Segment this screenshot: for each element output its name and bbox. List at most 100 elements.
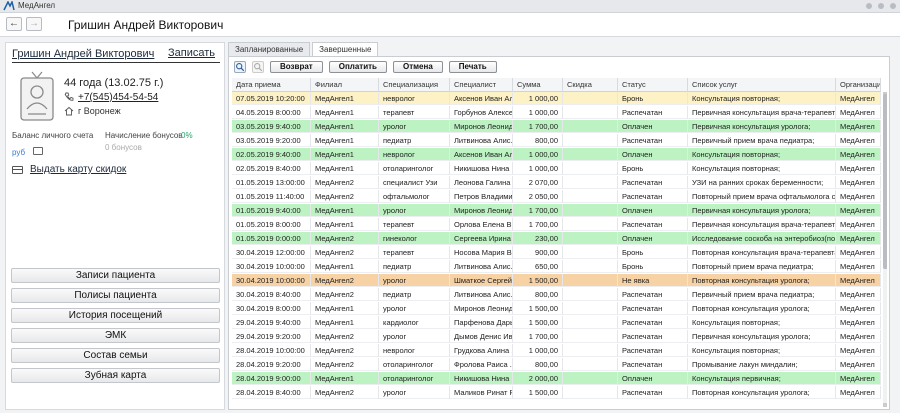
search-button[interactable] — [234, 61, 246, 73]
table-cell-sum: 1 700,00 — [513, 120, 563, 133]
record-button[interactable]: Записать — [168, 47, 216, 59]
table-row[interactable]: 30.04.2019 8:00:00 МедАнгел1 уролог Миронов… — [232, 302, 881, 315]
table-row[interactable]: 01.05.2019 11:40:00 МедАнгел2 офтальмолог П… — [232, 190, 881, 203]
table-cell-specialization: кардиолог — [379, 316, 450, 329]
table-cell-date: 28.04.2019 10:00:00 — [232, 344, 311, 357]
table-cell-date: 30.04.2019 8:40:00 — [232, 288, 311, 301]
menu-dental-chart[interactable]: Зубная карта — [11, 368, 220, 383]
column-header-specialist[interactable]: Специалист — [450, 78, 513, 92]
forward-button[interactable]: → — [26, 17, 42, 31]
column-header-status[interactable]: Статус — [618, 78, 688, 92]
table-row[interactable]: 03.05.2019 9:20:00 МедАнгел1 педиатр Литвин… — [232, 134, 881, 147]
table-cell-status: Распечатан — [618, 176, 688, 189]
patient-name-link[interactable]: Гришин Андрей Викторович — [12, 48, 155, 60]
menu-family[interactable]: Состав семьи — [11, 348, 220, 363]
app-name: МедАнгел — [18, 1, 56, 10]
patient-age: 44 года (13.02.75 г.) — [64, 77, 164, 89]
table-cell-specialization: отоларинголог — [379, 162, 450, 175]
table-row[interactable]: 01.05.2019 8:00:00 МедАнгел1 терапевт Орлов… — [232, 218, 881, 231]
table-cell-specialist: Маликов Ринат Р... — [450, 386, 513, 399]
table-row[interactable]: 28.04.2019 9:00:00 МедАнгел1 отоларинголог… — [232, 372, 881, 385]
table-cell-organization: МедАнгел — [836, 288, 881, 301]
table-row[interactable]: 01.05.2019 0:00:00 МедАнгел2 гинеколог Серг… — [232, 232, 881, 245]
column-header-organization[interactable]: Организация — [836, 78, 881, 92]
table-cell-sum: 1 000,00 — [513, 92, 563, 105]
table-row[interactable]: 03.05.2019 9:40:00 МедАнгел1 уролог Миронов… — [232, 120, 881, 133]
table-cell-date: 01.05.2019 11:40:00 — [232, 190, 311, 203]
column-header-date[interactable]: Дата приема — [232, 78, 311, 92]
scroll-down-icon[interactable] — [883, 403, 887, 407]
table-row[interactable]: 28.04.2019 8:40:00 МедАнгел2 уролог Маликов… — [232, 386, 881, 399]
table-row[interactable]: 28.04.2019 10:00:00 МедАнгел2 невролог Груд… — [232, 344, 881, 357]
table-cell-date: 28.04.2019 8:40:00 — [232, 386, 311, 399]
patient-phone[interactable]: +7(545)454-54-54 — [78, 92, 159, 103]
table-cell-sum: 1 500,00 — [513, 274, 563, 287]
print-button[interactable]: Печать — [448, 61, 497, 73]
table-cell-status: Оплачен — [618, 148, 688, 161]
column-header-specialization[interactable]: Специализация — [379, 78, 450, 92]
back-button[interactable]: ← — [6, 17, 22, 31]
patient-badge-icon — [20, 71, 54, 121]
table-cell-specialization: уролог — [379, 204, 450, 217]
tab-completed[interactable]: Завершенные — [312, 42, 379, 57]
vertical-scrollbar[interactable] — [883, 92, 887, 407]
table-row[interactable]: 28.04.2019 9:20:00 МедАнгел2 отоларинголог… — [232, 358, 881, 371]
table-cell-date: 02.05.2019 8:40:00 — [232, 162, 311, 175]
menu-visit-history[interactable]: История посещений — [11, 308, 220, 323]
table-cell-status: Распечатан — [618, 316, 688, 329]
table-cell-specialization: педиатр — [379, 134, 450, 147]
table-row[interactable]: 01.05.2019 9:40:00 МедАнгел1 уролог Миронов… — [232, 204, 881, 217]
arrow-right-icon: → — [29, 18, 39, 29]
table-cell-specialization: педиатр — [379, 288, 450, 301]
table-cell-sum: 1 000,00 — [513, 162, 563, 175]
return-button[interactable]: Возврат — [270, 61, 323, 73]
table-cell-branch: МедАнгел2 — [311, 330, 379, 343]
table-row[interactable]: 29.04.2019 9:20:00 МедАнгел2 уролог Дымов Д… — [232, 330, 881, 343]
table-row[interactable]: 07.05.2019 10:20:00 МедАнгел1 невролог Аксе… — [232, 92, 881, 105]
table-cell-discount — [563, 176, 618, 189]
table-cell-services: УЗИ на ранних сроках беременности; — [688, 176, 836, 189]
table-row[interactable]: 30.04.2019 8:40:00 МедАнгел2 педиатр Литвин… — [232, 288, 881, 301]
table-row[interactable]: 01.05.2019 13:00:00 МедАнгел2 специалист У… — [232, 176, 881, 189]
menu-patient-records[interactable]: Записи пациента — [11, 268, 220, 283]
close-icon[interactable] — [890, 3, 896, 9]
table-row[interactable]: 29.04.2019 9:40:00 МедАнгел1 кардиолог Парф… — [232, 316, 881, 329]
table-cell-services: Первичная консультация врача-терапевта; — [688, 218, 836, 231]
maximize-icon[interactable] — [878, 3, 884, 9]
pay-button[interactable]: Оплатить — [328, 61, 387, 73]
table-cell-date: 28.04.2019 9:20:00 — [232, 358, 311, 371]
table-cell-date: 03.05.2019 9:40:00 — [232, 120, 311, 133]
cancel-button[interactable]: Отмена — [392, 61, 443, 73]
menu-patient-policies[interactable]: Полисы пациента — [11, 288, 220, 303]
table-cell-services: Повторный прием врача педиатра; — [688, 260, 836, 273]
column-header-services[interactable]: Список услуг — [688, 78, 836, 92]
table-row[interactable]: 04.05.2019 8:00:00 МедАнгел1 терапевт Горбу… — [232, 106, 881, 119]
table-row[interactable]: 30.04.2019 12:00:00 МедАнгел2 терапевт Носо… — [232, 246, 881, 259]
table-row[interactable]: 02.05.2019 8:40:00 МедАнгел1 отоларинголог… — [232, 162, 881, 175]
table-cell-status: Распечатан — [618, 106, 688, 119]
column-header-branch[interactable]: Филиал — [311, 78, 379, 92]
column-header-sum[interactable]: Сумма — [513, 78, 563, 92]
table-cell-organization: МедАнгел — [836, 330, 881, 343]
table-cell-services: Консультация повторная; — [688, 148, 836, 161]
clear-search-button[interactable] — [252, 61, 264, 73]
table-row[interactable]: 30.04.2019 10:00:00 МедАнгел1 педиатр Литви… — [232, 260, 881, 273]
table-row[interactable]: 30.04.2019 10:00:00 МедАнгел2 уролог Шматко… — [232, 274, 881, 287]
issue-discount-card-link[interactable]: Выдать карту скидок — [30, 164, 127, 175]
wallet-icon[interactable] — [33, 147, 43, 155]
table-cell-branch: МедАнгел2 — [311, 358, 379, 371]
table-row[interactable]: 02.05.2019 9:40:00 МедАнгел1 невролог Аксен… — [232, 148, 881, 161]
column-header-discount[interactable]: Скидка — [563, 78, 618, 92]
table-cell-status: Распечатан — [618, 302, 688, 315]
tab-bar: Запланированные Завершенные — [228, 42, 380, 57]
tab-planned[interactable]: Запланированные — [228, 42, 311, 56]
table-cell-branch: МедАнгел1 — [311, 120, 379, 133]
bonus-percent: 0% — [181, 131, 193, 140]
menu-emr[interactable]: ЭМК — [11, 328, 220, 343]
scrollbar-thumb[interactable] — [883, 94, 887, 269]
table-cell-status: Бронь — [618, 162, 688, 175]
table-cell-discount — [563, 162, 618, 175]
minimize-icon[interactable] — [866, 3, 872, 9]
table-cell-services: Консультация повторная; — [688, 162, 836, 175]
